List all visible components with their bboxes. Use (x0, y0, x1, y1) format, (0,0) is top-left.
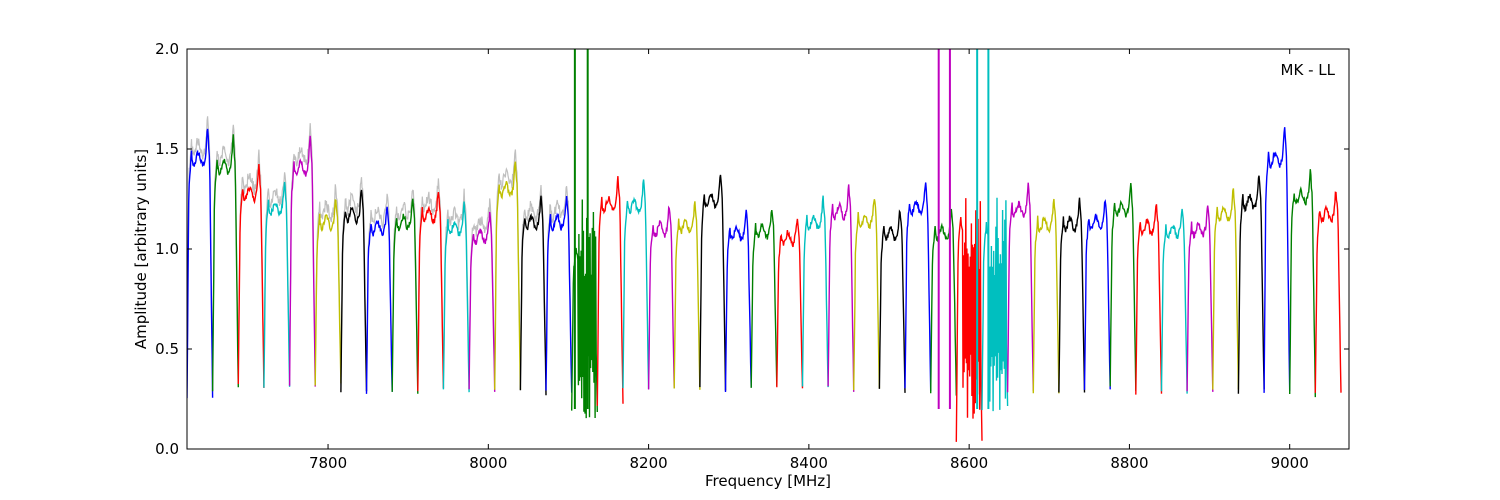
channel-trace (1263, 127, 1291, 393)
background-trace (340, 177, 368, 386)
background-trace (263, 172, 291, 378)
background-trace (391, 189, 419, 383)
x-tick-label: 8000 (469, 454, 507, 472)
channel-trace (237, 163, 265, 388)
channel-trace (904, 182, 932, 392)
channel-trace (1289, 169, 1316, 398)
channel-trace (981, 197, 1009, 412)
channel-trace (1109, 182, 1137, 391)
channel-trace (1058, 197, 1086, 393)
background-trace (187, 116, 214, 391)
channel-trace (340, 189, 368, 393)
background-trace (417, 178, 444, 383)
x-tick-label: 9000 (1271, 454, 1309, 472)
channel-trace (1032, 198, 1060, 394)
channel-trace (622, 179, 650, 389)
y-tick-label: 2.0 (155, 40, 179, 58)
channel-trace (1237, 175, 1265, 394)
x-tick-label: 7800 (309, 454, 347, 472)
x-axis-title: Frequency [MHz] (705, 472, 831, 490)
channel-trace (776, 218, 804, 389)
channel-trace (827, 184, 855, 392)
channel-trace (930, 208, 957, 396)
channel-trace (365, 206, 393, 394)
y-tick-label: 1.0 (155, 240, 179, 258)
channel-trace (211, 134, 239, 392)
channel-trace (288, 135, 316, 387)
chart-annotation: MK - LL (1281, 61, 1336, 79)
channel-trace (1212, 188, 1240, 390)
channel-trace (417, 191, 445, 392)
background-trace (545, 186, 573, 380)
channel-trace (750, 209, 778, 388)
background-trace (289, 123, 316, 374)
channel-trace (571, 199, 598, 419)
channel-trace (263, 181, 291, 388)
y-tick-label: 1.5 (155, 140, 179, 158)
y-axis-title: Amplitude [arbitrary units] (132, 149, 150, 349)
channel-trace (801, 195, 829, 388)
channel-trace (442, 201, 470, 393)
channel-trace (1083, 198, 1111, 390)
channel-trace (519, 195, 547, 396)
channel-trace (878, 209, 906, 393)
channel-trace (647, 205, 675, 390)
x-tick-label: 8800 (1110, 454, 1148, 472)
channel-trace (699, 174, 727, 391)
x-tick-label: 8600 (950, 454, 988, 472)
background-trace (468, 198, 496, 376)
channel-trace (187, 128, 214, 399)
channel-trace (673, 201, 701, 390)
channel-trace (314, 198, 342, 386)
channel-trace (1314, 191, 1342, 393)
x-tick-label: 8400 (790, 454, 828, 472)
series-layer (187, 49, 1342, 442)
channel-trace (494, 161, 522, 390)
channel-trace (468, 211, 496, 392)
channel-trace (1160, 208, 1188, 394)
channel-trace (596, 176, 624, 406)
channel-trace (853, 199, 881, 391)
x-tick-label: 8200 (630, 454, 668, 472)
y-tick-label: 0.5 (155, 340, 179, 358)
channel-trace (1186, 205, 1214, 392)
ticks-layer: 7800 8000 8200 8400 8600 8800 9000 0.0 0.5 1.0 1.5… (155, 40, 1349, 472)
channel-trace (724, 209, 752, 393)
y-tick-label: 0.0 (155, 440, 179, 458)
background-trace (314, 184, 342, 377)
channel-trace (391, 198, 419, 394)
plot-frame (186, 48, 1350, 450)
channel-trace (545, 195, 573, 393)
background-trace (365, 193, 393, 388)
channel-trace (1135, 204, 1163, 395)
channel-trace (1006, 182, 1034, 393)
